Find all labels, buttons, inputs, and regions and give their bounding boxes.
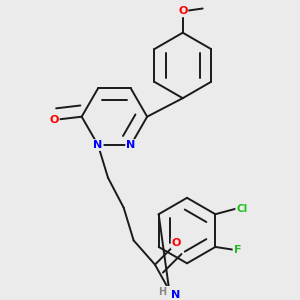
Text: Cl: Cl bbox=[236, 203, 248, 214]
Text: O: O bbox=[178, 6, 188, 16]
Text: N: N bbox=[171, 290, 180, 300]
Text: O: O bbox=[50, 115, 59, 124]
Text: H: H bbox=[158, 287, 166, 297]
Text: N: N bbox=[93, 140, 103, 150]
Text: N: N bbox=[126, 140, 135, 150]
Text: O: O bbox=[172, 238, 181, 248]
Text: F: F bbox=[233, 245, 241, 255]
